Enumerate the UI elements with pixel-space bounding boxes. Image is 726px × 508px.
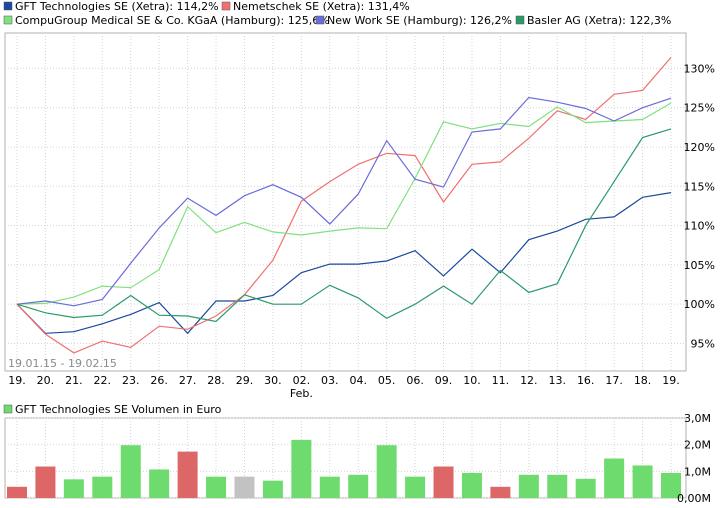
x-tick-label: 04. <box>349 374 367 387</box>
price-y-tick-label: 125% <box>684 102 715 115</box>
volume-bar <box>461 472 482 498</box>
price-y-tick-label: 120% <box>684 141 715 154</box>
x-tick-label: 26. <box>150 374 168 387</box>
volume-bar <box>92 476 113 498</box>
legend-label-gft: GFT Technologies SE (Xetra): 114,2% <box>15 0 219 13</box>
volume-bar <box>490 486 511 498</box>
date-range-label: 19.01.15 - 19.02.15 <box>8 357 117 370</box>
volume-y-axis: 0,00M 1,0M 2,0M 3,0M <box>677 412 711 505</box>
x-tick-label: 13. <box>549 374 567 387</box>
x-tick-label: 22. <box>94 374 112 387</box>
legend-item-gft: GFT Technologies SE (Xetra): 114,2% <box>3 0 219 13</box>
legend-swatch-gft <box>3 1 13 11</box>
price-line-series-4 <box>16 128 672 323</box>
legend-item-compugroup: CompuGroup Medical SE & Co. KGaA (Hambur… <box>3 14 330 27</box>
volume-bar <box>376 445 397 498</box>
price-y-tick-label: 105% <box>684 259 715 272</box>
price-y-axis: 95% 100% 105% 110% 115% 120% 125% 130% <box>684 62 715 350</box>
volume-bar <box>7 486 27 498</box>
legend-item-basler: Basler AG (Xetra): 122,3% <box>515 14 671 27</box>
x-tick-label: 03. <box>321 374 339 387</box>
volume-bar <box>234 476 255 498</box>
volume-bars <box>7 439 681 498</box>
legend-label-newwork: New Work SE (Hamburg): 126,2% <box>327 14 512 27</box>
volume-bar <box>206 476 227 498</box>
volume-y-tick-label: 2,0M <box>684 439 711 452</box>
price-grid <box>5 33 686 371</box>
volume-bar <box>291 439 312 498</box>
x-tick-label: 12. <box>520 374 538 387</box>
x-tick-label: 10. <box>463 374 481 387</box>
volume-legend: GFT Technologies SE Volumen in Euro <box>3 403 222 416</box>
volume-bar <box>120 445 141 498</box>
volume-bar <box>433 466 454 498</box>
volume-plot-frame <box>4 417 687 499</box>
price-series <box>16 57 672 354</box>
x-tick-label: 05. <box>378 374 396 387</box>
x-tick-label: 20. <box>37 374 55 387</box>
price-line-series-3 <box>16 96 672 307</box>
volume-bar <box>177 451 198 498</box>
price-y-tick-label: 100% <box>684 298 715 311</box>
legend-label-basler: Basler AG (Xetra): 122,3% <box>527 14 671 27</box>
x-tick-label: 02. <box>293 374 311 387</box>
volume-bar <box>348 474 369 498</box>
volume-y-tick-label: 0,00M <box>677 492 711 505</box>
x-tick-label: 11. <box>492 374 510 387</box>
legend-label-compugroup: CompuGroup Medical SE & Co. KGaA (Hambur… <box>15 14 330 27</box>
legend-item-newwork: New Work SE (Hamburg): 126,2% <box>315 14 512 27</box>
volume-bar <box>149 469 170 498</box>
x-tick-label: 09. <box>435 374 453 387</box>
volume-bar <box>604 458 625 498</box>
x-tick-label: 28. <box>207 374 225 387</box>
price-y-tick-label: 110% <box>684 220 715 233</box>
x-tick-label: 18. <box>634 374 652 387</box>
x-tick-label: 27. <box>179 374 197 387</box>
legend-swatch-basler <box>515 15 525 25</box>
price-line-series-1 <box>16 57 672 354</box>
price-y-tick-label: 115% <box>684 180 715 193</box>
volume-bar <box>63 479 84 498</box>
volume-bar <box>547 474 568 498</box>
volume-bar <box>632 465 653 498</box>
price-plot-frame <box>4 32 687 372</box>
x-tick-label: 29. <box>236 374 254 387</box>
volume-bar <box>319 476 340 498</box>
x-tick-label: 21. <box>65 374 83 387</box>
legend-swatch-compugroup <box>3 15 13 25</box>
price-y-tick-label: 130% <box>684 62 715 75</box>
volume-legend-swatch <box>3 404 13 414</box>
volume-bar <box>661 472 681 498</box>
legend-label-nemetschek: Nemetschek SE (Xetra): 131,4% <box>233 0 410 13</box>
price-line-series-0 <box>16 192 672 335</box>
x-tick-label: 17. <box>605 374 623 387</box>
volume-bar <box>575 478 596 498</box>
x-month-label: Feb. <box>290 387 313 400</box>
price-line-series-2 <box>16 102 672 305</box>
volume-y-tick-label: 1,0M <box>684 465 711 478</box>
legend-swatch-nemetschek <box>221 1 231 11</box>
x-tick-label: 16. <box>577 374 595 387</box>
x-tick-label: 19. <box>8 374 26 387</box>
volume-bar <box>35 466 56 498</box>
legend-swatch-newwork <box>315 15 325 25</box>
volume-bar <box>405 476 426 498</box>
legend-item-nemetschek: Nemetschek SE (Xetra): 131,4% <box>221 0 410 13</box>
x-tick-label: 30. <box>264 374 282 387</box>
volume-chart-title: GFT Technologies SE Volumen in Euro <box>15 403 222 416</box>
volume-bar <box>262 480 283 498</box>
x-tick-label: 19. <box>662 374 680 387</box>
price-y-tick-label: 95% <box>691 337 715 350</box>
volume-y-tick-label: 3,0M <box>684 412 711 425</box>
x-tick-label: 06. <box>406 374 424 387</box>
price-legend: GFT Technologies SE (Xetra): 114,2% Neme… <box>3 0 671 27</box>
volume-bar <box>518 474 539 498</box>
x-axis: 19. 20. 21. 22. 23. 26. 27. 28. 29. 30. 02. 03. 04. 0… <box>8 374 680 400</box>
x-tick-label: 23. <box>122 374 140 387</box>
